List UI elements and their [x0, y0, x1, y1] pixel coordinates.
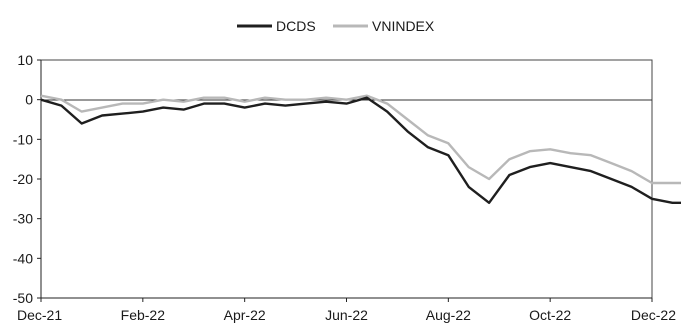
chart-legend: DCDS VNINDEX — [237, 18, 435, 34]
series-line-vnindex — [40, 94, 681, 185]
x-tick-label: Dec-21 — [17, 307, 62, 323]
x-axis-ticks: Dec-21 Feb-22 Apr-22 Jun-22 Aug-22 Oct-22 Dec-… — [17, 298, 676, 323]
series-layer — [40, 94, 681, 204]
series-line-dcds — [40, 96, 681, 204]
x-tick-label: Feb-22 — [121, 307, 166, 323]
y-tick-label: -30 — [13, 211, 33, 227]
y-axis-ticks: 10 0 -10 -20 -30 -40 -50 — [13, 52, 41, 306]
x-tick-label: Jun-22 — [325, 307, 368, 323]
y-tick-label: -20 — [13, 171, 33, 187]
x-tick-label: Apr-22 — [224, 307, 266, 323]
y-tick-label: -10 — [13, 131, 33, 147]
y-tick-label: 10 — [17, 52, 33, 68]
plot-area-frame — [40, 59, 653, 299]
y-tick-label: -40 — [13, 250, 33, 266]
legend-label-dcds: DCDS — [276, 18, 316, 34]
y-tick-label: -50 — [13, 290, 33, 306]
x-tick-label: Oct-22 — [529, 307, 571, 323]
x-tick-label: Aug-22 — [426, 307, 471, 323]
y-tick-label: 0 — [25, 92, 33, 108]
x-tick-label: Dec-22 — [631, 307, 676, 323]
legend-label-vnindex: VNINDEX — [372, 18, 435, 34]
